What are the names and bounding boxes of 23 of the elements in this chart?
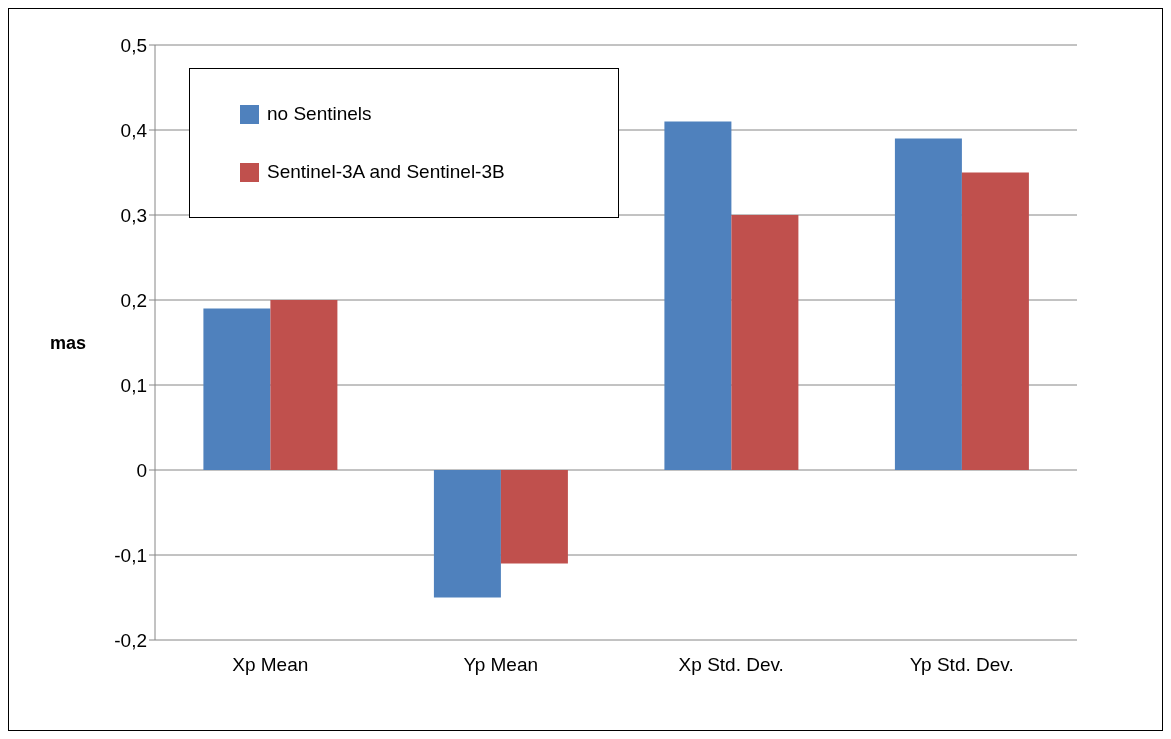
y-tick-label: -0,1 — [114, 544, 147, 566]
x-tick-label: Xp Std. Dev. — [678, 654, 784, 676]
x-tick-label: Yp Mean — [463, 654, 539, 676]
bar — [433, 470, 501, 598]
x-tick-label: Yp Std. Dev. — [909, 654, 1014, 676]
bar — [203, 308, 271, 470]
y-tick-label: 0,1 — [120, 374, 147, 396]
legend-label: no Sentinels — [267, 103, 372, 125]
bar — [664, 121, 732, 470]
bar — [731, 215, 799, 470]
y-axis-title: mas — [50, 332, 87, 353]
bar — [961, 172, 1029, 470]
y-tick-label: 0 — [136, 459, 147, 481]
y-tick-label: 0,3 — [120, 204, 147, 226]
y-tick-label: 0,5 — [120, 34, 147, 56]
x-tick-label: Xp Mean — [232, 654, 309, 676]
legend-label: Sentinel-3A and Sentinel-3B — [267, 161, 505, 183]
y-tick-label: 0,2 — [120, 289, 147, 311]
y-tick-label: 0,4 — [120, 119, 148, 141]
bar — [894, 138, 962, 470]
bar — [500, 470, 568, 564]
y-tick-label: -0,2 — [114, 629, 147, 651]
bar — [270, 300, 338, 470]
